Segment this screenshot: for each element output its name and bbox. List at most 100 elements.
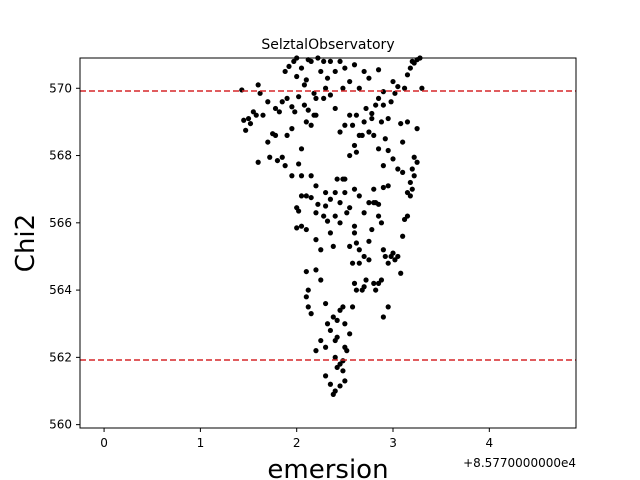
data-point	[380, 163, 386, 169]
data-point	[366, 75, 372, 81]
data-point	[409, 186, 415, 192]
data-point	[334, 334, 340, 340]
data-point	[371, 132, 377, 138]
data-point	[356, 247, 362, 253]
data-point	[327, 381, 334, 387]
data-point	[411, 60, 417, 66]
data-point	[332, 105, 338, 112]
data-point	[351, 142, 358, 149]
data-point	[375, 95, 382, 101]
data-point	[330, 391, 336, 397]
data-point	[347, 112, 353, 118]
data-point	[344, 210, 350, 216]
data-point	[327, 230, 334, 236]
data-point	[385, 183, 391, 189]
data-point	[321, 58, 327, 64]
data-point	[347, 152, 353, 159]
data-point	[414, 126, 420, 132]
data-point	[337, 200, 343, 206]
data-point	[298, 146, 305, 152]
data-point	[301, 82, 307, 88]
data-point	[313, 348, 319, 354]
data-point	[400, 233, 406, 239]
data-point	[353, 240, 360, 246]
data-point	[298, 173, 305, 179]
data-point	[332, 189, 338, 196]
data-point	[369, 110, 375, 117]
data-point	[369, 226, 375, 233]
data-point	[356, 260, 362, 266]
data-point	[401, 216, 408, 223]
data-point	[361, 253, 367, 260]
data-point	[294, 73, 300, 80]
data-point	[342, 122, 348, 128]
data-point	[327, 327, 334, 334]
data-point	[322, 85, 329, 91]
data-point	[375, 146, 382, 152]
data-point	[361, 210, 367, 216]
data-point	[373, 287, 379, 293]
data-point	[334, 176, 340, 182]
data-point	[388, 99, 394, 105]
data-point	[400, 169, 406, 175]
data-point	[305, 287, 311, 293]
data-point	[347, 331, 353, 337]
data-point	[289, 104, 295, 110]
data-point	[385, 260, 391, 266]
data-point	[324, 321, 331, 327]
data-point	[407, 179, 413, 186]
data-point	[303, 119, 309, 125]
data-point	[407, 193, 413, 199]
data-point	[245, 115, 252, 122]
data-point	[419, 85, 425, 91]
data-point	[347, 205, 353, 211]
data-point	[308, 122, 314, 128]
data-point	[395, 83, 401, 90]
data-point	[375, 213, 382, 219]
data-point	[414, 159, 420, 165]
data-point	[265, 139, 271, 145]
data-point	[337, 383, 343, 389]
data-point	[356, 85, 362, 91]
data-point	[373, 102, 379, 108]
data-point	[318, 247, 324, 253]
data-point	[392, 257, 398, 263]
data-point	[296, 161, 302, 167]
data-point	[303, 294, 309, 300]
data-point	[375, 201, 382, 207]
data-point	[315, 201, 321, 207]
data-point	[390, 156, 396, 162]
data-point	[385, 304, 391, 310]
data-point	[359, 132, 365, 138]
data-point	[351, 230, 358, 236]
data-point	[382, 253, 388, 260]
data-point	[241, 117, 247, 123]
data-point	[332, 68, 338, 75]
data-point	[296, 94, 302, 100]
chart-title: SelztalObservatory	[261, 37, 394, 53]
data-point	[400, 139, 406, 145]
data-point	[380, 314, 386, 320]
data-point	[265, 99, 271, 105]
data-point	[327, 92, 334, 98]
data-point	[274, 157, 281, 164]
data-point	[349, 304, 356, 310]
data-point	[332, 354, 338, 360]
data-point	[313, 210, 319, 216]
data-point	[296, 208, 302, 214]
data-point	[321, 213, 327, 219]
x-tick-label: 4	[486, 436, 494, 450]
data-point	[366, 238, 372, 244]
data-point	[243, 127, 249, 133]
data-point	[337, 129, 343, 135]
data-point	[351, 223, 358, 229]
data-point	[382, 136, 388, 142]
data-point	[342, 189, 348, 196]
data-point	[351, 186, 358, 192]
plot-area	[80, 55, 576, 397]
data-point	[321, 95, 327, 101]
data-point	[411, 173, 417, 179]
data-point	[342, 65, 348, 71]
data-point	[337, 58, 343, 64]
